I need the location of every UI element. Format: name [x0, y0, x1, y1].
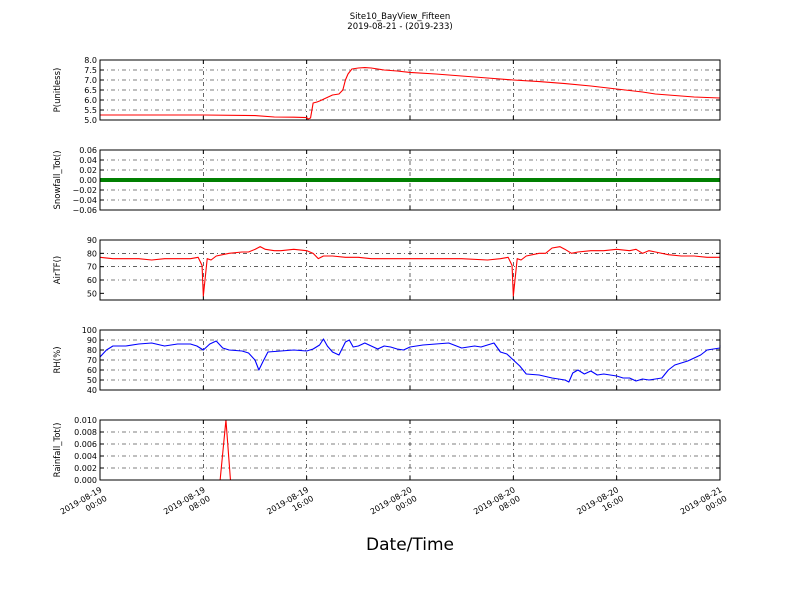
- ytick-label-rh: 60: [87, 366, 97, 375]
- ytick-label-p: 6.5: [84, 86, 97, 95]
- ytick-label-rh: 100: [82, 326, 97, 335]
- panel-air: 50 60 70 80 90 AirTF(): [53, 236, 721, 301]
- panel-rain: 0.000 0.002 0.004 0.006 0.008 0.010 Rainfall_T…: [53, 416, 721, 485]
- ytick-label-snow: 0.00: [79, 176, 97, 185]
- ytick-label-rain: 0.006: [74, 440, 97, 449]
- series-line-air: [99, 246, 720, 297]
- ytick-label-rain: 0.004: [74, 452, 97, 461]
- ytick-label-rh: 40: [87, 386, 97, 395]
- ytick-label-air: 70: [87, 263, 97, 272]
- y-axis-label-rh: RH(%): [53, 346, 63, 373]
- panel-p: 5.05.56.06.57.07.58.0 P(unitless): [53, 56, 721, 125]
- ytick-label-p: 8.0: [84, 56, 97, 65]
- axes-frame-rh: [99, 329, 721, 391]
- figure-title-line2: 2019-08-21 - (2019-233): [347, 22, 452, 32]
- ytick-label-p: 6.0: [84, 96, 97, 105]
- series-line-rh: [99, 338, 721, 383]
- ytick-label-snow: 0.02: [79, 166, 97, 175]
- ytick-label-p: 5.0: [84, 116, 97, 125]
- ytick-label-snow: 0.06: [79, 146, 97, 155]
- figure-title-line1: Site10_BayView_Fifteen: [350, 12, 451, 22]
- ytick-label-p: 5.5: [84, 106, 97, 115]
- y-axis-label-snow: Snowfall_Tot(): [53, 150, 63, 209]
- y-axis-label-p: P(unitless): [53, 68, 63, 113]
- ytick-label-snow: −0.02: [72, 186, 97, 195]
- y-axis-label-rain: Rainfall_Tot(): [53, 423, 63, 478]
- ytick-label-air: 90: [87, 236, 97, 245]
- axes-frame-snow: [99, 149, 721, 211]
- ytick-label-air: 80: [87, 249, 97, 258]
- ytick-label-air: 60: [87, 276, 97, 285]
- x-axis-label: Date/Time: [366, 535, 454, 555]
- axes-frame-rain: [99, 419, 721, 481]
- ytick-label-rh: 50: [87, 376, 97, 385]
- panels-group: 5.05.56.06.57.07.58.0P(unitless)−0.06−0.…: [53, 56, 721, 485]
- ytick-label-rain: 0.000: [74, 476, 97, 485]
- y-axis-label-air: AirTF(): [53, 256, 63, 284]
- ytick-label-rain: 0.002: [74, 464, 97, 473]
- ytick-label-snow: −0.06: [72, 206, 97, 215]
- ytick-label-rh: 90: [87, 336, 97, 345]
- ytick-label-p: 7.5: [84, 66, 97, 75]
- ytick-label-air: 50: [87, 289, 97, 298]
- axes-frame-air: [99, 239, 721, 301]
- ytick-label-snow: 0.04: [79, 156, 97, 165]
- series-line-p: [100, 67, 721, 120]
- ytick-label-rain: 0.008: [74, 428, 97, 437]
- ytick-label-rh: 80: [87, 346, 97, 355]
- ytick-label-rh: 70: [87, 356, 97, 365]
- ytick-label-p: 7.0: [84, 76, 97, 85]
- axes-frame-p: [99, 59, 721, 121]
- panel-snow: −0.06−0.04−0.020.000.020.040.06 Snowfall_…: [53, 146, 721, 215]
- ytick-label-snow: −0.04: [72, 196, 97, 205]
- ytick-label-rain: 0.010: [74, 416, 97, 425]
